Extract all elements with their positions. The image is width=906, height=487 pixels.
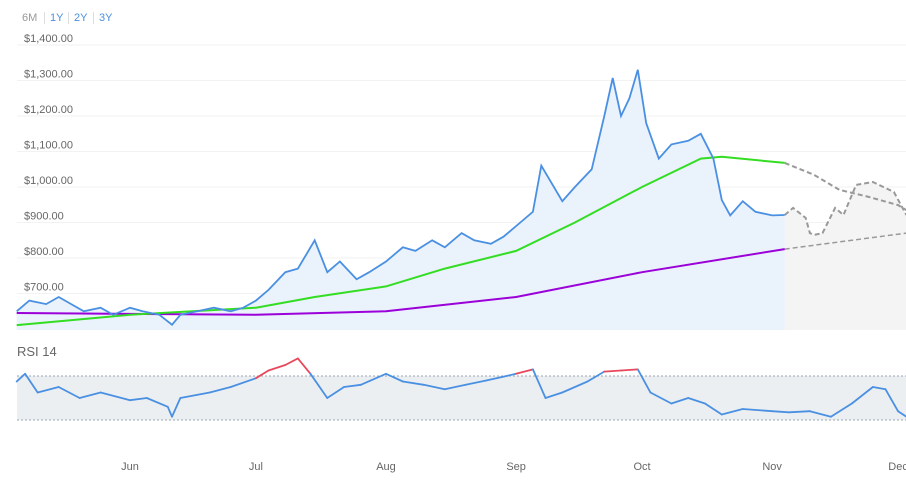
rsi-segment — [809, 410, 832, 418]
rsi-title: RSI 14 — [17, 344, 57, 359]
rsi-segment — [586, 370, 606, 383]
rsi-segment — [687, 397, 706, 405]
price-line — [16, 69, 785, 326]
y-tick-label: $1,100.00 — [24, 140, 73, 152]
rsi-segment — [129, 397, 148, 402]
rsi-segment — [532, 368, 547, 399]
ma50-line — [16, 155, 785, 327]
rsi-segment — [741, 408, 774, 413]
price-area — [16, 69, 785, 331]
rsi-segment — [544, 391, 564, 399]
ma200-line — [16, 248, 785, 316]
y-tick-label: $1,300.00 — [24, 69, 73, 81]
rsi-segment — [771, 410, 790, 414]
rsi-segment — [561, 380, 589, 394]
rsi-segment — [704, 402, 723, 416]
divider — [68, 12, 69, 24]
rsi-segment — [788, 410, 811, 414]
x-tick-label: Aug — [376, 461, 396, 473]
rsi-segment — [620, 368, 639, 372]
rsi-segment — [166, 405, 173, 418]
rsi-segment — [850, 386, 874, 405]
ma50-forecast-line — [784, 161, 906, 211]
rsi-band — [17, 376, 906, 420]
range-3y-button[interactable]: 3Y — [99, 12, 113, 24]
forecast-area — [784, 182, 906, 330]
x-tick-label: Sep — [506, 461, 526, 473]
rsi-segment — [515, 368, 534, 375]
rsi-segment — [145, 397, 169, 408]
rsi-segment — [284, 357, 299, 366]
rsi-segment — [309, 372, 329, 399]
y-tick-label: $1,400.00 — [24, 33, 73, 45]
rsi-segment — [884, 388, 899, 413]
rsi-segment — [208, 386, 232, 394]
rsi-segment — [326, 386, 345, 399]
divider — [44, 12, 45, 24]
rsi-segment — [15, 372, 26, 383]
range-2y-button[interactable]: 2Y — [74, 12, 88, 24]
rsi-segment — [603, 369, 622, 373]
rsi-segment — [464, 379, 488, 386]
y-tick-label: $700.00 — [24, 282, 64, 294]
rsi-segment — [296, 357, 312, 375]
rsi-segment — [179, 391, 211, 399]
y-tick-label: $1,200.00 — [24, 104, 73, 116]
rsi-segment — [385, 372, 404, 383]
rsi-segment — [78, 391, 102, 399]
x-tick-label: Jul — [249, 461, 263, 473]
rsi-segment — [255, 369, 270, 380]
rsi-segment — [829, 402, 853, 418]
rsi-segment — [485, 372, 518, 382]
rsi-segment — [171, 397, 182, 418]
x-tick-label: Nov — [762, 461, 782, 473]
rsi-segment — [871, 386, 887, 391]
rsi-segment — [422, 383, 446, 391]
y-tick-label: $900.00 — [24, 211, 64, 223]
rsi-segment — [24, 372, 39, 394]
rsi-segment — [229, 377, 257, 388]
y-tick-label: $1,000.00 — [24, 175, 73, 187]
rsi-segment — [443, 383, 467, 391]
range-1y-button[interactable]: 1Y — [50, 12, 64, 24]
rsi-segment — [636, 368, 652, 394]
ma200-forecast-line — [784, 232, 906, 250]
rsi-segment — [897, 410, 906, 418]
x-tick-label: Oct — [633, 461, 650, 473]
price-forecast-line — [784, 180, 906, 236]
rsi-segment — [720, 408, 744, 416]
rsi-segment — [36, 386, 60, 394]
rsi-segment — [359, 372, 387, 386]
y-tick-label: $800.00 — [24, 246, 64, 258]
rsi-segment — [267, 364, 287, 372]
rsi-segment — [670, 397, 690, 405]
range-6m-button[interactable]: 6M — [22, 12, 38, 24]
x-tick-label: Dec — [888, 461, 906, 473]
rsi-segment — [649, 391, 673, 405]
rsi-segment — [343, 383, 362, 388]
rsi-segment — [57, 386, 81, 399]
x-tick-label: Jun — [121, 461, 139, 473]
divider — [93, 12, 94, 24]
rsi-segment — [401, 380, 425, 386]
rsi-segment — [99, 391, 131, 402]
